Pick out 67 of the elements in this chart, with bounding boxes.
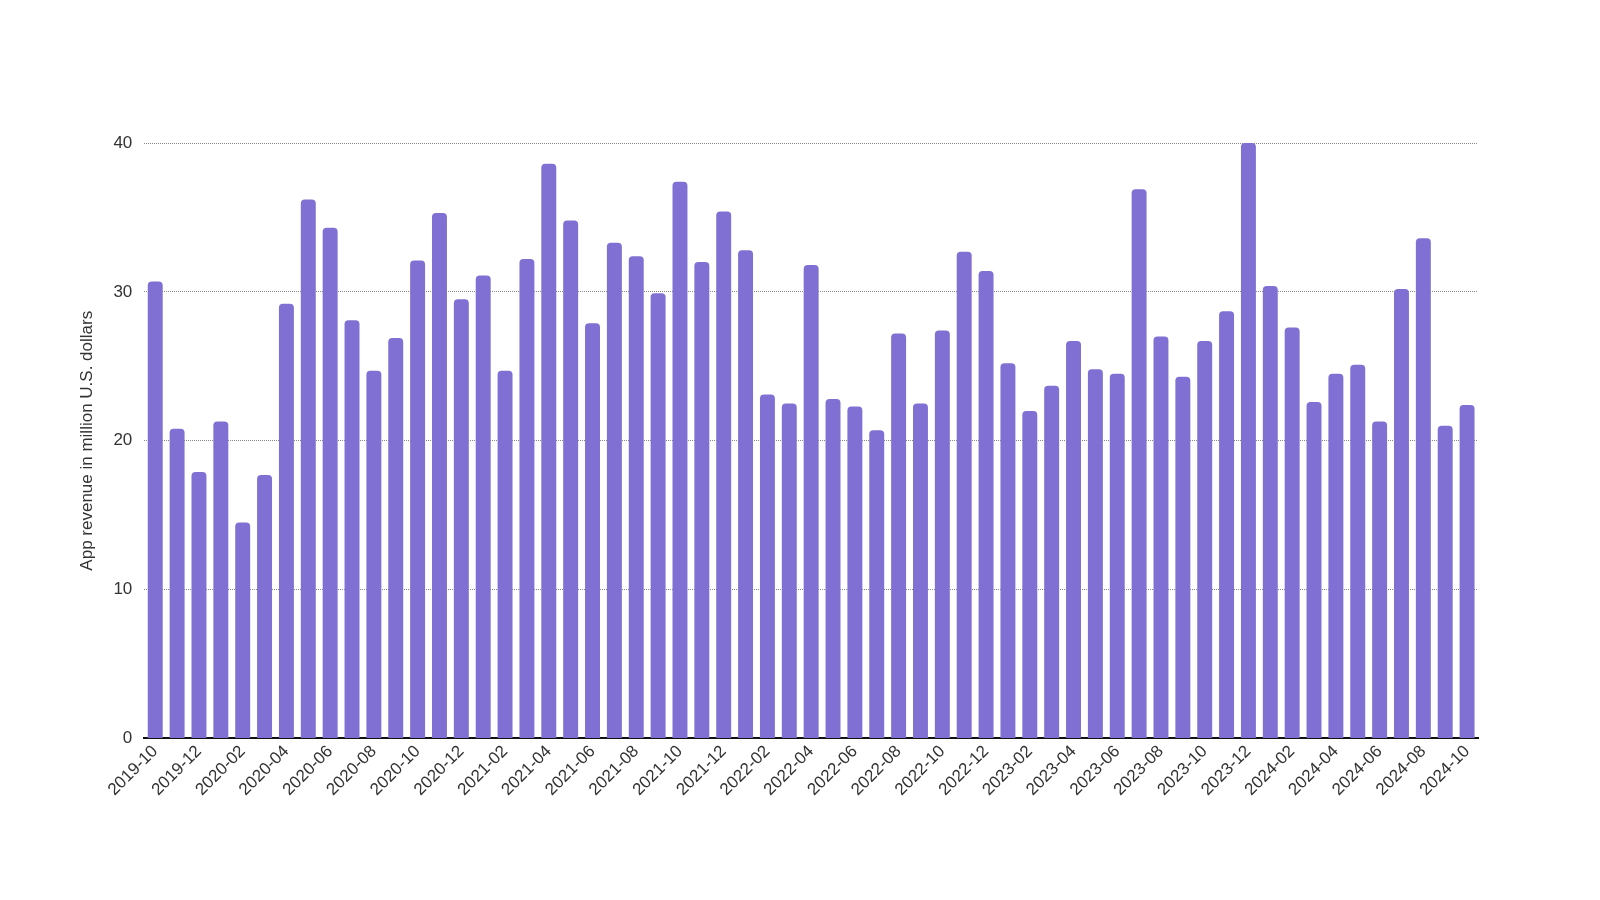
bar bbox=[825, 399, 841, 738]
bar bbox=[716, 211, 732, 738]
bar bbox=[147, 281, 163, 738]
bar bbox=[1306, 402, 1322, 738]
bar bbox=[519, 259, 535, 738]
bar bbox=[1284, 327, 1300, 738]
y-tick-label: 20 bbox=[113, 430, 133, 450]
bar bbox=[257, 474, 273, 738]
bar bbox=[1175, 376, 1191, 738]
bar bbox=[388, 338, 404, 738]
bar bbox=[1459, 405, 1475, 738]
bar bbox=[672, 181, 688, 738]
bar bbox=[1437, 425, 1453, 738]
bar bbox=[650, 293, 666, 738]
bar bbox=[1109, 373, 1125, 738]
bar bbox=[453, 299, 469, 738]
bar bbox=[344, 320, 360, 738]
bar bbox=[1240, 143, 1256, 738]
bar bbox=[1350, 364, 1366, 738]
bar bbox=[781, 403, 797, 738]
bar bbox=[1197, 340, 1213, 738]
bar bbox=[759, 394, 775, 738]
bar bbox=[1022, 410, 1038, 738]
bar bbox=[300, 199, 316, 738]
bar bbox=[191, 471, 207, 738]
bar bbox=[278, 303, 294, 738]
bar bbox=[169, 428, 185, 738]
bar bbox=[366, 370, 382, 738]
bar bbox=[1372, 421, 1388, 738]
bar bbox=[1219, 311, 1235, 738]
bar bbox=[956, 251, 972, 738]
bar bbox=[1131, 189, 1147, 738]
bar bbox=[585, 323, 600, 738]
bar bbox=[1066, 340, 1081, 738]
bar bbox=[869, 430, 885, 738]
bar bbox=[628, 256, 644, 738]
bar bbox=[1262, 285, 1278, 738]
bar bbox=[1000, 363, 1016, 738]
bar bbox=[913, 403, 928, 738]
bar bbox=[322, 227, 338, 738]
bar bbox=[431, 212, 447, 738]
bar bbox=[1394, 288, 1409, 738]
bar bbox=[606, 242, 622, 738]
y-tick-label: 40 bbox=[113, 132, 133, 152]
bar bbox=[1044, 385, 1060, 738]
bar bbox=[1153, 336, 1169, 738]
bar bbox=[497, 370, 513, 738]
y-tick-label: 10 bbox=[113, 579, 133, 599]
bar bbox=[803, 265, 819, 738]
bar bbox=[1328, 373, 1344, 738]
bar bbox=[694, 262, 710, 738]
bar bbox=[1087, 369, 1103, 738]
y-tick-label: 0 bbox=[122, 728, 133, 748]
y-axis-title: App revenue in million U.S. dollars bbox=[76, 310, 96, 571]
bar bbox=[235, 522, 251, 738]
bar bbox=[410, 260, 426, 738]
bar bbox=[934, 330, 950, 738]
bar bbox=[541, 163, 557, 738]
bar bbox=[563, 220, 579, 738]
bar bbox=[738, 250, 754, 738]
bar bbox=[978, 271, 994, 738]
bar bbox=[213, 421, 229, 738]
bar bbox=[891, 333, 907, 738]
bar bbox=[1415, 238, 1431, 738]
y-tick-label: 30 bbox=[113, 281, 133, 301]
bar bbox=[847, 406, 863, 738]
bar bbox=[475, 275, 491, 738]
